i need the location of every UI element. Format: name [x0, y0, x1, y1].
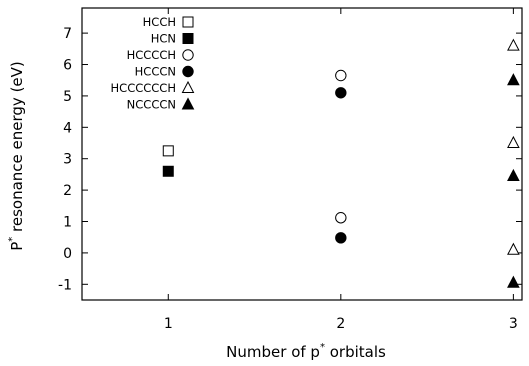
- series-hcn: [162, 165, 174, 177]
- legend: HCCH HCN HCCCCH HCCCN HCCCCCCH NCCCCN: [111, 15, 195, 112]
- legend-label: HCCCCCCH: [111, 81, 176, 95]
- y-tick-label: 6: [63, 58, 72, 74]
- series-hcccn: [335, 87, 347, 244]
- x-tick-label: 1: [164, 316, 173, 332]
- y-tick-label: 4: [63, 120, 72, 136]
- legend-marker: [181, 80, 195, 93]
- data-point: [162, 145, 174, 157]
- x-axis-label: Number of p* orbitals: [226, 342, 386, 361]
- data-point: [335, 232, 347, 244]
- data-point: [335, 87, 347, 99]
- legend-label: HCN: [151, 32, 176, 46]
- legend-marker: [181, 97, 195, 110]
- data-point: [162, 165, 174, 177]
- series-hcccch: [335, 69, 347, 224]
- y-tick-label: 1: [63, 215, 72, 231]
- data-points: [162, 38, 520, 288]
- series-hcccccch: [507, 38, 520, 255]
- series-hcch: [162, 145, 174, 157]
- y-axis-label-rest: resonance energy (eV): [8, 61, 26, 237]
- y-axis-label-main: P: [8, 242, 26, 251]
- legend-label: HCCCCH: [127, 48, 176, 62]
- y-tick-label: 7: [63, 26, 72, 42]
- y-tick-label: -1: [58, 277, 72, 293]
- y-axis-label: P* resonance energy (eV): [7, 61, 26, 251]
- data-point: [507, 73, 520, 86]
- axis-labels: P* resonance energy (eV) Number of p* or…: [7, 61, 386, 361]
- data-point: [507, 168, 520, 181]
- plot-frame: [81, 7, 523, 301]
- data-point: [507, 135, 520, 149]
- x-axis-label-main: Number of p: [226, 343, 320, 361]
- legend-marker: [182, 16, 194, 28]
- data-point: [507, 242, 520, 255]
- axis-ticks: -1 0 1 2 3 4 5 6 7 1 2 3: [58, 8, 522, 332]
- legend-label: NCCCCN: [127, 98, 176, 112]
- plot-area-border: [81, 7, 523, 301]
- y-tick-label: 0: [63, 246, 72, 262]
- series-nccccn: [507, 73, 520, 288]
- data-point: [507, 38, 520, 51]
- y-tick-label: 3: [63, 152, 72, 168]
- legend-marker: [182, 65, 194, 78]
- y-tick-label: 2: [63, 183, 72, 199]
- data-point: [507, 275, 520, 288]
- x-axis-label-rest: orbitals: [325, 343, 386, 361]
- data-point: [335, 69, 347, 82]
- x-axis-label-superscript: *: [320, 342, 325, 353]
- x-tick-label: 2: [336, 316, 345, 332]
- legend-label: HCCH: [143, 15, 176, 29]
- legend-marker: [182, 33, 194, 44]
- y-tick-label: 5: [63, 89, 72, 105]
- legend-marker: [182, 49, 194, 61]
- legend-label: HCCCN: [135, 65, 176, 79]
- y-axis-label-superscript: *: [7, 237, 18, 242]
- data-point: [335, 212, 347, 224]
- x-tick-label: 3: [509, 316, 518, 332]
